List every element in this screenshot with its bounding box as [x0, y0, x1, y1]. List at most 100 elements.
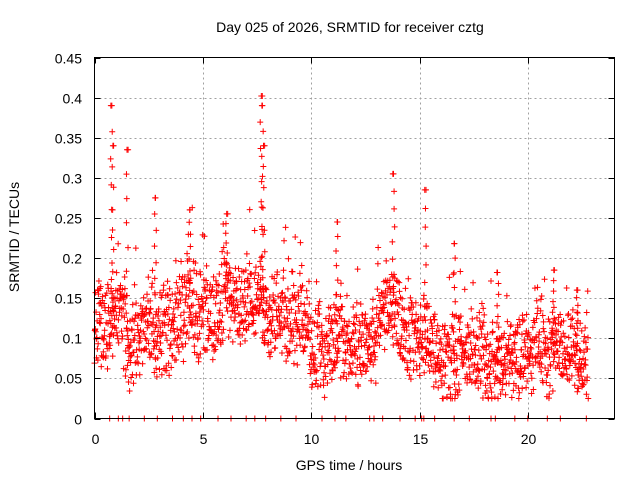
data-point	[564, 376, 571, 383]
data-point	[550, 358, 557, 365]
data-point	[582, 356, 589, 363]
data-point	[363, 336, 370, 343]
data-point	[103, 290, 110, 297]
data-point	[475, 385, 482, 392]
data-point	[96, 319, 103, 326]
data-point	[342, 356, 349, 363]
y-tick-label: 0.25	[55, 211, 82, 227]
data-point	[353, 314, 360, 321]
data-point	[292, 296, 299, 303]
data-point	[559, 360, 566, 367]
data-point	[343, 375, 350, 382]
data-point	[186, 256, 193, 263]
data-point	[374, 286, 381, 293]
data-point	[102, 307, 109, 314]
data-point	[282, 318, 289, 325]
data-point	[569, 315, 576, 322]
data-point	[124, 318, 131, 325]
data-point	[365, 355, 372, 362]
data-point	[391, 223, 398, 230]
data-point	[477, 378, 484, 385]
data-point	[557, 311, 564, 318]
data-point	[94, 345, 101, 352]
data-point	[190, 302, 197, 309]
data-point	[118, 328, 125, 335]
data-point	[177, 312, 184, 319]
data-point	[224, 250, 231, 257]
data-point	[270, 297, 277, 304]
data-point	[109, 290, 116, 297]
data-point	[223, 239, 230, 246]
data-point	[165, 292, 172, 299]
data-point	[213, 332, 220, 339]
data-point	[550, 288, 557, 295]
data-point	[122, 372, 129, 379]
data-point	[450, 343, 457, 350]
data-point	[513, 354, 520, 361]
data-point	[142, 305, 149, 312]
data-point	[529, 353, 536, 360]
data-point	[138, 317, 145, 324]
data-point	[216, 307, 223, 314]
data-point	[475, 347, 482, 354]
data-point	[189, 321, 195, 328]
data-point	[327, 305, 334, 311]
data-point	[222, 287, 229, 294]
data-point	[535, 343, 542, 350]
data-point	[174, 304, 181, 311]
data-point	[573, 332, 580, 339]
data-point	[426, 368, 433, 375]
data-point	[420, 292, 427, 299]
data-point	[179, 343, 186, 350]
data-point	[288, 328, 295, 335]
data-point	[125, 342, 132, 349]
data-point	[469, 315, 476, 322]
data-point	[430, 349, 437, 356]
data-point	[501, 330, 508, 337]
data-point	[502, 356, 509, 363]
data-point	[306, 361, 313, 368]
data-point	[248, 298, 255, 305]
data-point	[407, 357, 414, 364]
data-point	[394, 278, 401, 285]
data-point	[119, 286, 126, 293]
data-point	[416, 348, 423, 355]
data-point	[174, 326, 181, 333]
data-point	[115, 339, 122, 346]
data-point	[375, 292, 382, 299]
data-point	[437, 335, 444, 342]
data-point	[110, 332, 117, 339]
data-point	[376, 297, 383, 304]
data-point	[436, 361, 443, 368]
data-point	[396, 288, 403, 295]
data-point	[124, 332, 131, 339]
data-point	[263, 297, 270, 304]
data-point	[203, 262, 210, 269]
data-point	[353, 299, 360, 306]
data-point	[374, 324, 381, 331]
data-point	[173, 296, 180, 303]
data-point	[180, 358, 187, 365]
data-point	[388, 316, 395, 323]
data-point	[118, 291, 125, 298]
data-point	[475, 366, 482, 373]
data-point	[565, 311, 572, 318]
data-point	[231, 307, 238, 314]
data-point	[433, 340, 440, 347]
data-point	[427, 357, 434, 364]
data-point	[479, 343, 486, 350]
data-point	[271, 299, 278, 306]
data-point	[540, 318, 547, 325]
data-point	[574, 388, 581, 395]
data-point	[167, 342, 174, 349]
data-point	[187, 275, 194, 282]
data-point	[476, 334, 483, 341]
data-point	[271, 327, 278, 334]
data-point	[280, 267, 287, 274]
data-point	[320, 376, 327, 383]
data-point	[165, 304, 172, 311]
data-point	[215, 289, 221, 296]
data-point	[153, 259, 160, 266]
data-point	[280, 275, 287, 282]
y-tick-label: 0.45	[55, 51, 82, 67]
